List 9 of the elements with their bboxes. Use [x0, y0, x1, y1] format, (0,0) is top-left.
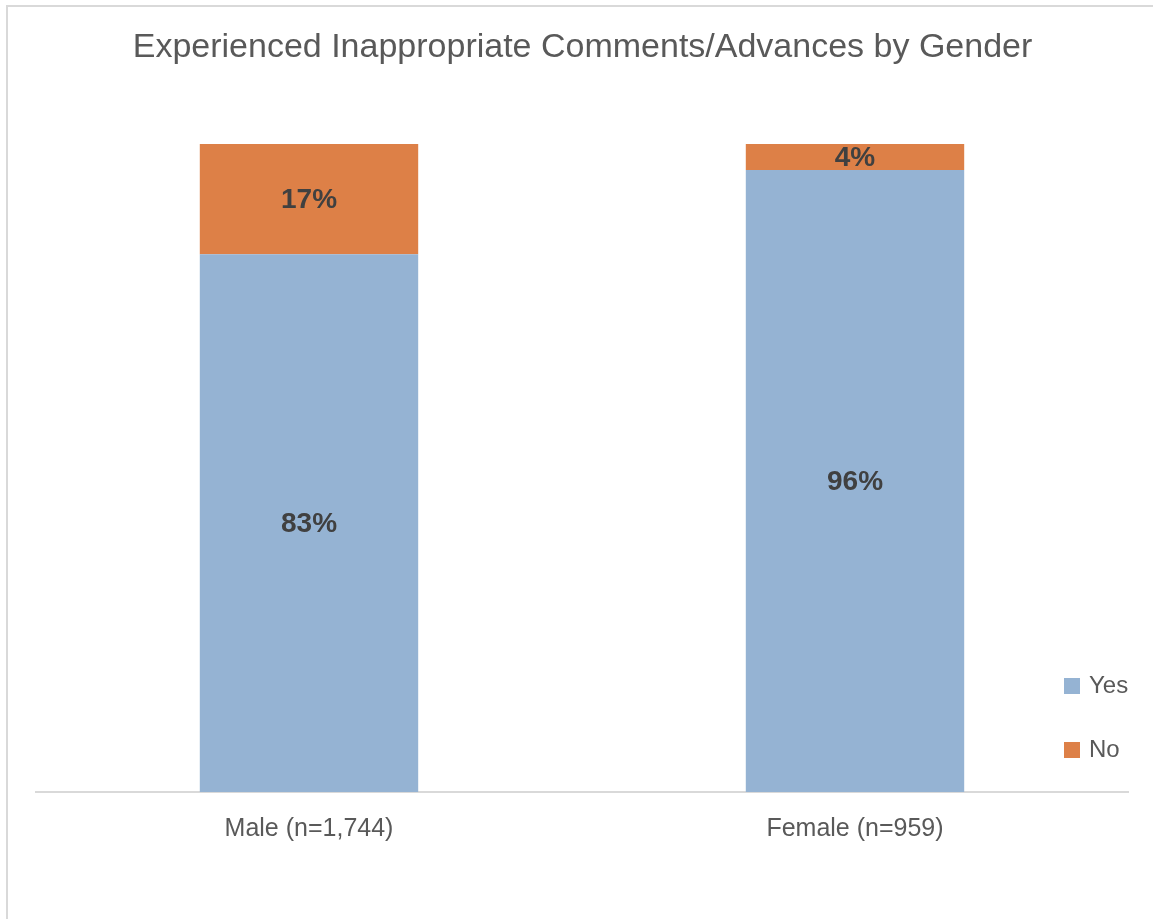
x-tick-label: Female (n=959) — [766, 812, 944, 841]
chart-title: Experienced Inappropriate Comments/Advances by Gender — [132, 26, 1033, 65]
data-label: 83% — [280, 506, 338, 538]
legend-label: Yes — [1089, 670, 1129, 698]
data-label: 96% — [826, 464, 884, 496]
data-label: 4% — [834, 140, 876, 172]
data-label: 17% — [280, 182, 338, 214]
x-tick-label: Male (n=1,744) — [224, 812, 394, 841]
legend-label: No — [1089, 734, 1120, 762]
